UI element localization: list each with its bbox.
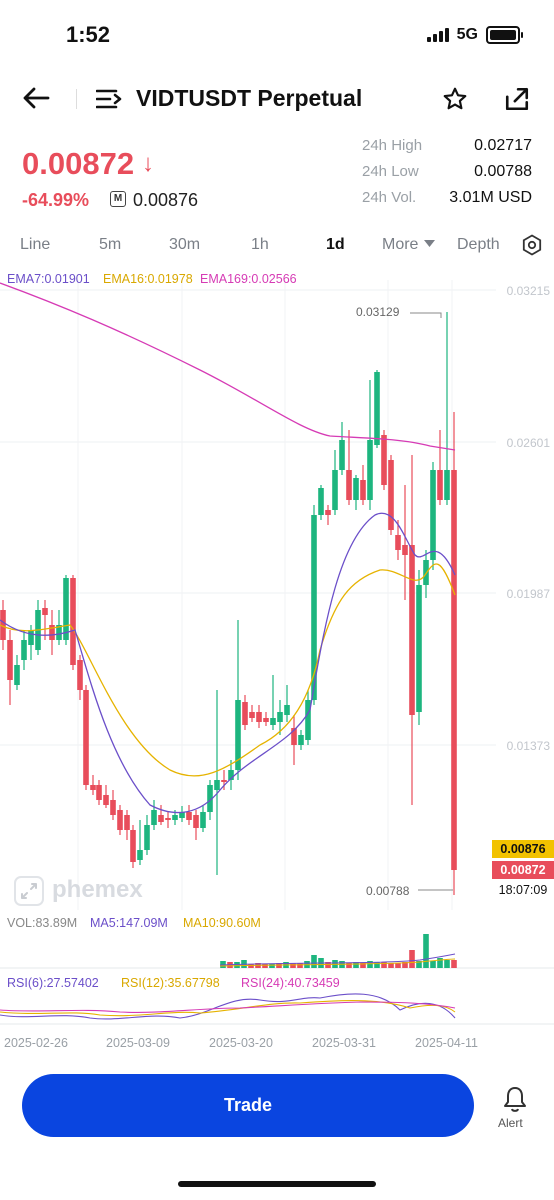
vol-legend: VOL:83.89M xyxy=(7,916,78,930)
price-change: -64.99% xyxy=(22,190,90,210)
rsi6-legend: RSI(6):27.57402 xyxy=(7,976,99,990)
ema7-legend: EMA7:0.01901 xyxy=(7,272,90,286)
mark-price-icon: M xyxy=(110,191,126,207)
page-title[interactable]: VIDTUSDT Perpetual xyxy=(136,85,363,111)
network-label: 5G xyxy=(456,26,478,43)
high-marker-label: 0.03129 xyxy=(356,305,400,319)
mark-price-tag: 0.00876 xyxy=(492,840,554,858)
x-date: 2025-03-31 xyxy=(312,1036,376,1050)
x-date: 2025-04-11 xyxy=(415,1036,479,1050)
stat-value-low: 0.00788 xyxy=(474,163,532,180)
trade-button[interactable]: Trade xyxy=(22,1074,474,1137)
ema169-legend: EMA169:0.02566 xyxy=(200,272,297,286)
alert-label[interactable]: Alert xyxy=(498,1116,523,1130)
menu-icon[interactable] xyxy=(96,88,122,110)
tab-30m[interactable]: 30m xyxy=(169,236,201,253)
rsi12-legend: RSI(12):35.67798 xyxy=(121,976,220,990)
ema16-legend: EMA16:0.01978 xyxy=(103,272,193,286)
stat-label-high: 24h High xyxy=(362,137,423,154)
stat-value-volume: 3.01M USD xyxy=(449,189,532,206)
last-price: 0.00872 xyxy=(22,146,135,181)
last-price-tag: 0.00872 xyxy=(492,861,554,879)
stat-label-volume: 24h Vol. xyxy=(362,189,417,206)
tab-1h[interactable]: 1h xyxy=(251,236,269,253)
watermark-logo: phemex xyxy=(52,876,143,903)
y-tick: 0.01373 xyxy=(506,739,550,753)
tab-more[interactable]: More xyxy=(382,236,419,253)
candle-countdown: 18:07:09 xyxy=(492,881,554,899)
home-indicator xyxy=(178,1181,376,1187)
star-icon[interactable] xyxy=(442,86,468,112)
y-tick: 0.02601 xyxy=(506,436,550,450)
rsi24-legend: RSI(24):40.73459 xyxy=(241,976,340,990)
x-date: 2025-02-26 xyxy=(4,1036,68,1050)
back-arrow-icon[interactable] xyxy=(22,86,50,110)
expand-icon[interactable] xyxy=(14,876,44,906)
tab-line[interactable]: Line xyxy=(20,236,51,253)
mark-price: 0.00876 xyxy=(133,190,199,210)
signal-icon xyxy=(426,28,449,42)
x-date: 2025-03-09 xyxy=(106,1036,170,1050)
stat-label-low: 24h Low xyxy=(362,163,419,180)
price-chart[interactable] xyxy=(0,275,554,1035)
y-tick: 0.03215 xyxy=(506,284,550,298)
status-time: 1:52 xyxy=(66,22,111,47)
tab-5m[interactable]: 5m xyxy=(99,236,122,253)
low-marker-label: 0.00788 xyxy=(366,884,410,898)
status-indicators: 5G xyxy=(426,26,523,44)
tab-1d[interactable]: 1d xyxy=(326,236,345,253)
tab-depth[interactable]: Depth xyxy=(457,236,500,253)
header-divider xyxy=(76,89,77,109)
stat-value-high: 0.02717 xyxy=(474,137,532,154)
x-date: 2025-03-20 xyxy=(209,1036,273,1050)
price-down-arrow-icon: ↓ xyxy=(142,150,154,177)
vol-ma5-legend: MA5:147.09M xyxy=(90,916,168,930)
chevron-down-icon[interactable] xyxy=(424,240,435,248)
settings-icon[interactable] xyxy=(521,234,543,256)
share-icon[interactable] xyxy=(504,86,530,112)
battery-icon xyxy=(486,26,523,44)
vol-ma10-legend: MA10:90.60M xyxy=(183,916,261,930)
y-tick: 0.01987 xyxy=(506,587,550,601)
bell-icon[interactable] xyxy=(502,1086,528,1114)
